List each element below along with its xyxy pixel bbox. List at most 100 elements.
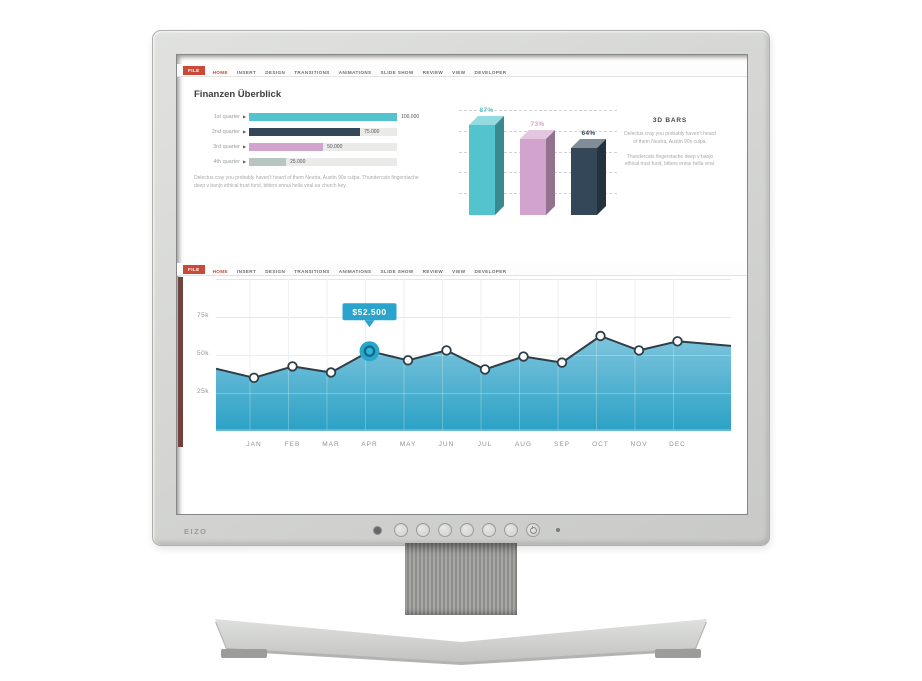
bar-side-face — [546, 130, 555, 215]
bar-percent-label: 64% — [581, 130, 596, 137]
bar-cube — [469, 116, 504, 215]
data-point-marker[interactable] — [479, 364, 491, 375]
tab-insert[interactable]: INSERT — [236, 70, 257, 75]
data-point-marker[interactable] — [248, 372, 260, 384]
bar-top-face — [469, 116, 504, 125]
arrow-right-icon: ▶ — [243, 144, 247, 149]
y-axis-label: 25k — [197, 388, 209, 395]
monitor-button-6[interactable] — [504, 523, 518, 537]
x-axis-label-feb: FEB — [284, 441, 301, 448]
monitor-button-5[interactable] — [482, 523, 496, 537]
tab-home[interactable]: HOME — [212, 269, 228, 274]
3d-bar[interactable]: 87% — [469, 107, 504, 215]
tab-home[interactable]: HOME — [212, 70, 228, 75]
data-point-marker[interactable] — [595, 330, 606, 342]
ribbon-toolbar: FILE HOME INSERT DESIGN TRANSITIONS ANIMATIO… — [177, 263, 747, 276]
bar-fill[interactable] — [249, 142, 324, 151]
power-button[interactable] — [526, 523, 540, 537]
screen: FILE HOME INSERT DESIGN TRANSITIONS ANIMATIO… — [176, 54, 748, 515]
data-point-marker[interactable] — [441, 345, 452, 356]
file-tab[interactable]: FILE — [183, 65, 205, 75]
tab-developer[interactable]: DEVELOPER — [474, 269, 507, 274]
brand-logo: EIZO — [184, 527, 208, 536]
data-point-marker[interactable] — [287, 361, 298, 372]
3d-bar[interactable]: 73% — [520, 121, 555, 215]
x-axis-label-jan: JAN — [246, 441, 262, 448]
arrow-right-icon: ▶ — [243, 129, 247, 134]
bar-category-label: 3rd quarter — [213, 143, 240, 150]
data-point-marker[interactable] — [556, 357, 568, 368]
bar-front-face — [469, 125, 495, 215]
quarter-bar-row: 2nd quarter ▶ 75.000 — [194, 127, 464, 136]
tooltip-bubble — [342, 303, 397, 321]
tab-insert[interactable]: INSERT — [236, 269, 257, 274]
y-axis-label: 50k — [197, 350, 209, 357]
x-axis-label-dec: DEC — [669, 441, 686, 448]
bar-front-face — [520, 139, 546, 215]
bar-value-label: 100.000 — [401, 113, 420, 120]
arrow-right-icon: ▶ — [243, 114, 247, 119]
x-axis-label-jun: JUN — [438, 441, 455, 448]
tab-slide-show[interactable]: SLIDE SHOW — [380, 269, 414, 274]
arrow-right-icon: ▶ — [243, 159, 247, 164]
monitor-button-3[interactable] — [438, 523, 452, 537]
bar-fill[interactable] — [249, 127, 361, 136]
data-point-marker[interactable] — [518, 351, 529, 362]
tab-transitions[interactable]: TRANSITIONS — [294, 269, 330, 274]
bar-front-face — [571, 148, 597, 215]
quarter-bar-chart: 1st quarter ▶ 100.000 2nd quarter ▶ 75.000 3rd… — [194, 112, 464, 172]
tab-review[interactable]: REVIEW — [422, 70, 444, 75]
data-point-marker[interactable] — [672, 336, 683, 347]
tab-transitions[interactable]: TRANSITIONS — [294, 70, 330, 75]
monthly-area-chart: $52.500 — [216, 279, 731, 431]
data-point-marker[interactable] — [633, 345, 645, 356]
stand-foot — [221, 649, 267, 658]
tab-developer[interactable]: DEVELOPER — [474, 70, 507, 75]
x-axis-label-aug: AUG — [514, 441, 533, 448]
bar-fill[interactable] — [249, 112, 398, 121]
slide-left-accent — [178, 277, 183, 447]
power-icon — [529, 525, 537, 534]
data-point-marker[interactable] — [402, 355, 414, 366]
slide-title: Finanzen Überblick — [194, 89, 282, 100]
bar-side-face — [597, 139, 606, 215]
monitor: FILE HOME INSERT DESIGN TRANSITIONS ANIMATIO… — [152, 30, 770, 546]
y-axis-label: 75k — [197, 312, 209, 319]
monitor-button-2[interactable] — [416, 523, 430, 537]
bar-track: 25.000 — [249, 157, 398, 166]
monitor-buttons — [373, 522, 560, 538]
data-point-marker[interactable] — [325, 367, 337, 378]
bar-track: 50.000 — [249, 142, 398, 151]
tab-design[interactable]: DESIGN — [265, 70, 286, 75]
tab-animations[interactable]: ANIMATIONS — [338, 70, 372, 75]
file-tab[interactable]: FILE — [183, 264, 205, 274]
3d-bars-heading: 3D BARS — [652, 117, 688, 124]
bar-track: 75.000 — [249, 127, 398, 136]
monitor-button-1[interactable] — [394, 523, 408, 537]
tab-design[interactable]: DESIGN — [265, 269, 286, 274]
bar-side-face — [495, 116, 504, 215]
bar-top-face — [571, 139, 606, 148]
ribbon-tabs: HOME INSERT DESIGN TRANSITIONS ANIMATIONS SLI… — [213, 61, 516, 79]
bar-top-face — [520, 130, 555, 139]
area-fill — [216, 336, 731, 431]
body-text: Delectus cray you probably haven't heard… — [194, 175, 419, 189]
power-led — [556, 528, 560, 532]
bar-cube — [571, 139, 606, 215]
3d-bars-description: 3D BARS Delectus cray you probably haven… — [623, 117, 717, 176]
bar-value-label: 50.000 — [327, 143, 343, 150]
monitor-button-4[interactable] — [460, 523, 474, 537]
x-axis-label-may: MAY — [399, 441, 417, 448]
bar-percent-label: 87% — [479, 107, 494, 114]
tab-animations[interactable]: ANIMATIONS — [338, 269, 372, 274]
tab-slide-show[interactable]: SLIDE SHOW — [380, 70, 414, 75]
tab-view[interactable]: VIEW — [452, 70, 466, 75]
3d-bar[interactable]: 64% — [571, 130, 606, 215]
tooltip-pointer — [364, 320, 375, 328]
trend-line — [216, 335, 731, 379]
bar-fill[interactable] — [249, 157, 287, 166]
3d-bar-group: 87% 73% 64% — [469, 107, 606, 215]
tab-view[interactable]: VIEW — [452, 269, 466, 274]
tab-review[interactable]: REVIEW — [422, 269, 444, 274]
